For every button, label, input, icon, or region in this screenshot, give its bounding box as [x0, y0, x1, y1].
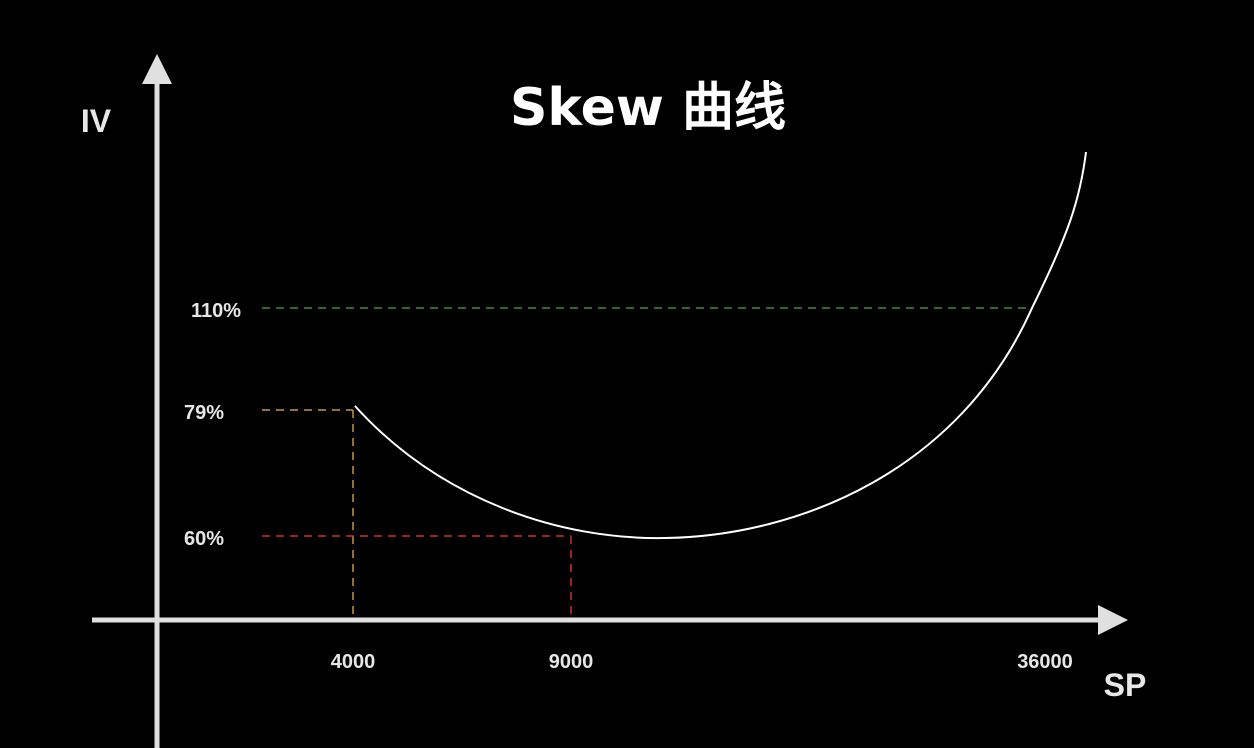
y-tick-label-79: 79% — [184, 402, 224, 424]
chart-title: Skew 曲线 — [510, 78, 786, 138]
x-tick-label-36000: 36000 — [1017, 651, 1073, 673]
y-axis-label: IV — [81, 103, 112, 139]
reference-lines — [262, 307, 1032, 620]
x-axis-label: SP — [1104, 667, 1147, 703]
x-tick-label-9000: 9000 — [549, 651, 594, 673]
y-tick-label-60: 60% — [184, 528, 224, 550]
x-tick-label-4000: 4000 — [331, 651, 376, 673]
y-tick-label-110: 110% — [191, 300, 241, 322]
skew-curve-line — [354, 151, 1087, 540]
